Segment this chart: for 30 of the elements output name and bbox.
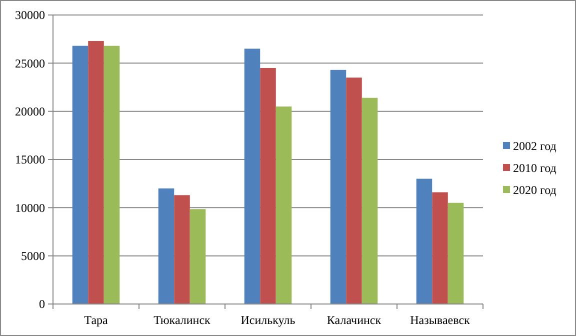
x-tick-label: Называевск <box>410 313 470 327</box>
bar <box>244 48 260 304</box>
legend-label: 2010 год <box>513 161 556 176</box>
legend-label: 2020 год <box>513 183 556 198</box>
bar <box>416 178 432 304</box>
x-tick-label: Тара <box>84 313 109 327</box>
y-tick-label: 15000 <box>15 152 45 167</box>
bar <box>260 68 276 304</box>
bar <box>174 195 190 304</box>
bar <box>448 202 464 304</box>
bar <box>104 46 120 304</box>
bar <box>330 70 346 304</box>
bar <box>362 98 378 304</box>
y-tick-label: 0 <box>39 297 45 312</box>
y-tick-label: 30000 <box>15 8 45 22</box>
y-tick-label: 20000 <box>15 104 45 119</box>
bar <box>158 188 174 304</box>
bar <box>190 209 206 304</box>
y-tick-label: 10000 <box>15 200 45 215</box>
bar <box>72 46 88 304</box>
x-tick-label: Тюкалинск <box>154 313 211 327</box>
y-tick-label: 25000 <box>15 56 45 70</box>
y-tick-label: 5000 <box>21 249 45 264</box>
bar <box>88 41 104 304</box>
x-tick-label: Калачинск <box>326 313 382 327</box>
bar <box>346 78 362 304</box>
legend-label: 2002 год <box>513 139 556 154</box>
x-tick-label: Исилькуль <box>240 313 296 327</box>
bar <box>432 192 448 304</box>
bar <box>276 106 292 304</box>
